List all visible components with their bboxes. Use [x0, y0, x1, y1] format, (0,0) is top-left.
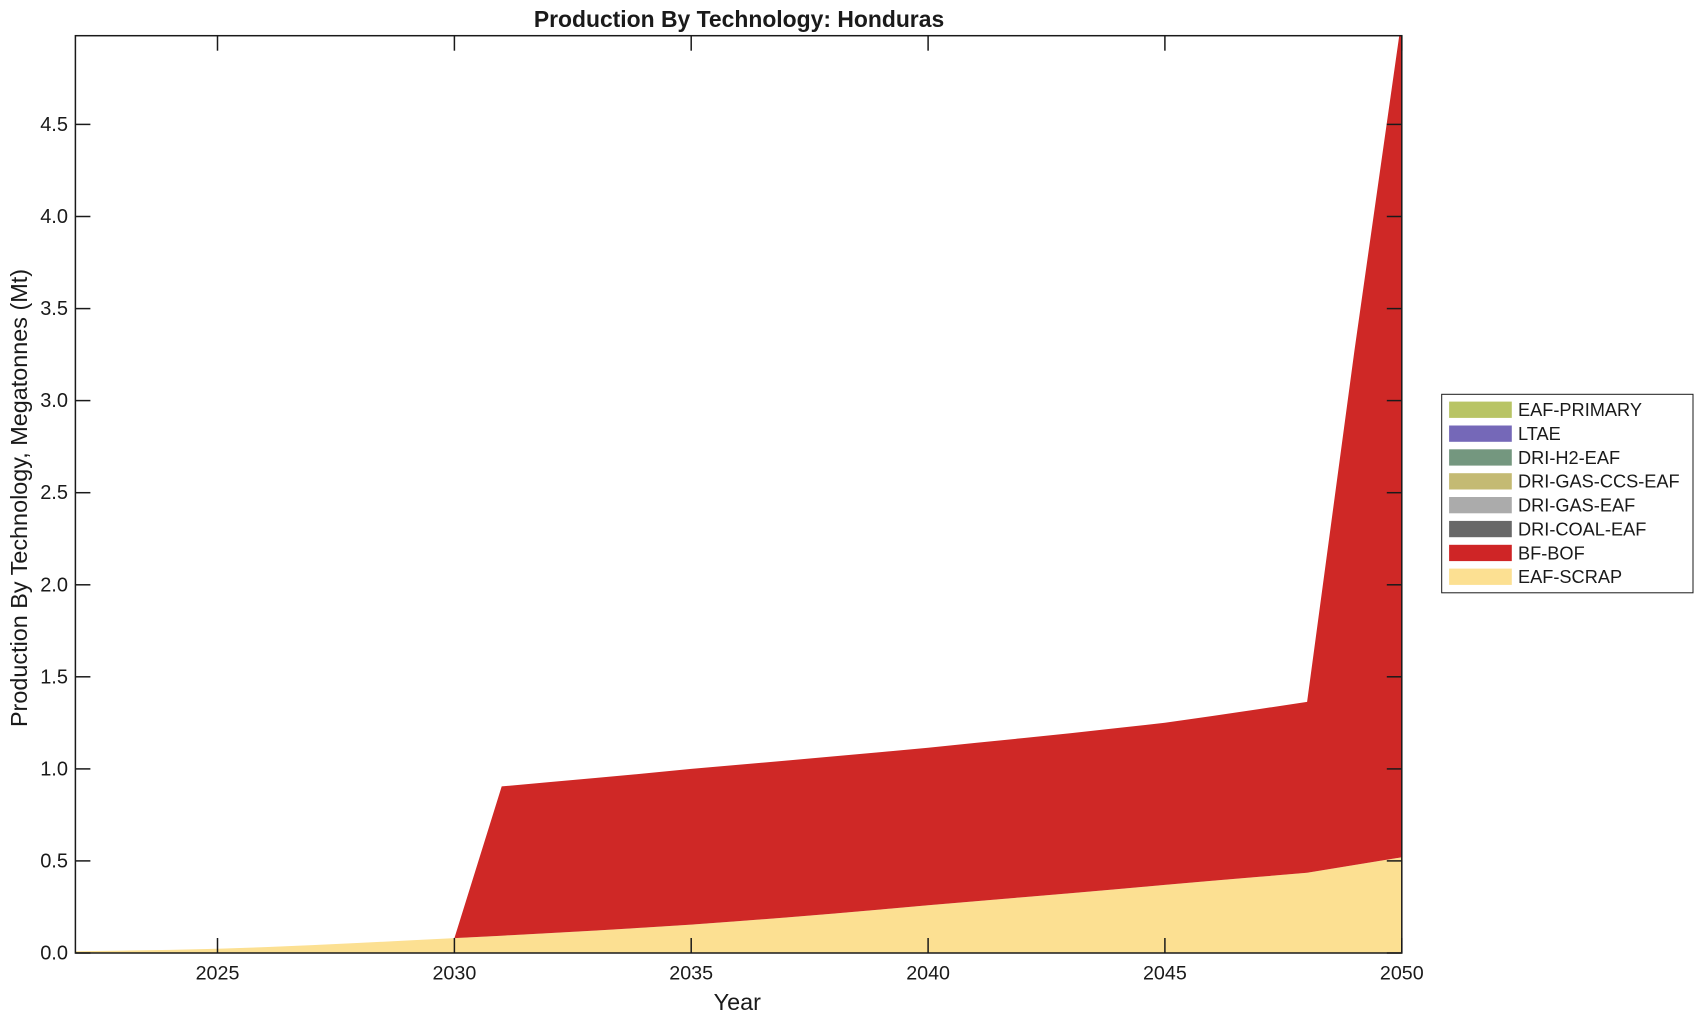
- svg-text:Year: Year: [714, 989, 761, 1015]
- svg-text:LTAE: LTAE: [1518, 424, 1561, 444]
- svg-text:EAF-SCRAP: EAF-SCRAP: [1518, 567, 1622, 587]
- svg-text:BF-BOF: BF-BOF: [1518, 543, 1585, 563]
- svg-text:1.5: 1.5: [40, 666, 68, 688]
- svg-text:2025: 2025: [196, 963, 240, 985]
- svg-text:0.0: 0.0: [40, 943, 68, 965]
- svg-text:0.5: 0.5: [40, 850, 68, 872]
- svg-text:3.0: 3.0: [40, 390, 68, 412]
- svg-text:4.0: 4.0: [40, 206, 68, 228]
- svg-text:Production By Technology, Mega: Production By Technology, Megatonnes (Mt…: [6, 269, 32, 727]
- svg-text:DRI-GAS-CCS-EAF: DRI-GAS-CCS-EAF: [1518, 472, 1680, 492]
- svg-text:2035: 2035: [669, 963, 713, 985]
- svg-text:DRI-H2-EAF: DRI-H2-EAF: [1518, 448, 1620, 468]
- svg-text:3.5: 3.5: [40, 298, 68, 320]
- svg-text:2045: 2045: [1143, 963, 1187, 985]
- svg-text:4.5: 4.5: [40, 114, 68, 136]
- svg-text:EAF-PRIMARY: EAF-PRIMARY: [1518, 400, 1642, 420]
- svg-text:1.0: 1.0: [40, 758, 68, 780]
- svg-text:2050: 2050: [1380, 963, 1424, 985]
- svg-text:2.0: 2.0: [40, 574, 68, 596]
- svg-text:2040: 2040: [906, 963, 950, 985]
- svg-text:Production By Technology: Hond: Production By Technology: Honduras: [534, 6, 944, 32]
- svg-text:DRI-GAS-EAF: DRI-GAS-EAF: [1518, 496, 1635, 516]
- svg-text:DRI-COAL-EAF: DRI-COAL-EAF: [1518, 519, 1646, 539]
- svg-text:2.5: 2.5: [40, 482, 68, 504]
- svg-text:2030: 2030: [432, 963, 476, 985]
